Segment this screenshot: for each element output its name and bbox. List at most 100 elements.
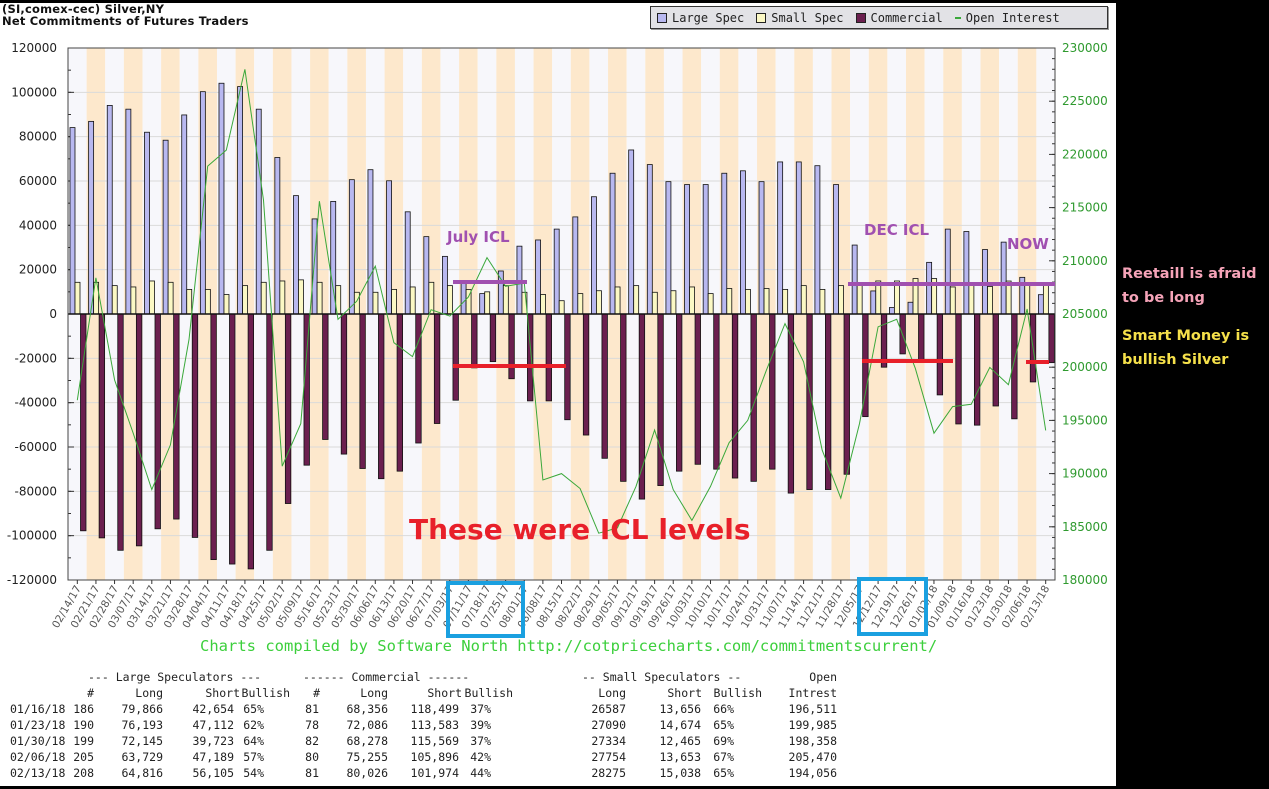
commercial-bar (657, 313, 664, 486)
small-spec-bar (74, 281, 81, 315)
right-axis-tick-label: 180000 (1062, 573, 1108, 587)
small-bullish: 66% (713, 702, 734, 716)
large-spec-bar (609, 172, 616, 315)
large-spec-bar (125, 108, 132, 315)
small-long: 27090 (591, 718, 626, 732)
now-label: NOW (1007, 235, 1049, 253)
small-spec-bar (447, 285, 453, 315)
large-spec-bar (777, 161, 784, 315)
col-header-comm-long: Long (360, 686, 388, 700)
small-spec-bar (763, 288, 770, 315)
open-interest-line (76, 69, 1047, 534)
commercial-bar (173, 313, 180, 520)
legend-label: Commercial (870, 10, 943, 25)
small-spec-bar (391, 288, 397, 315)
commercial-bar (210, 313, 217, 561)
smart-money-note-line1: Smart Money is (1122, 328, 1250, 344)
large-count: 186 (73, 702, 94, 716)
small-spec-bar (987, 286, 993, 315)
small-short: 15,038 (659, 766, 701, 780)
commercial-bar (676, 313, 683, 472)
large-count: 199 (73, 734, 94, 748)
left-axis-tick-label: -120000 (7, 573, 57, 587)
large-spec-bar (833, 184, 839, 315)
commercial-bar (359, 313, 366, 469)
large-short: 56,105 (192, 766, 234, 780)
large-spec-bar (814, 165, 821, 315)
large-bullish: 54% (243, 766, 264, 780)
small-spec-bar (577, 293, 584, 315)
commercial-bar (973, 313, 981, 426)
header-small-speculators: -- Small Speculators -- (582, 670, 742, 684)
right-axis-tick-label: 210000 (1062, 254, 1108, 268)
comm-count: 81 (305, 702, 319, 716)
small-bullish: 67% (713, 750, 734, 764)
left-axis-tick-label: -40000 (14, 396, 57, 410)
small-spec-bar (540, 294, 546, 315)
large-spec-bar (479, 293, 486, 315)
comm-long: 68,278 (346, 734, 388, 748)
small-spec-bar (260, 281, 267, 315)
open-interest: 196,511 (788, 702, 837, 716)
comm-bullish: 37% (470, 734, 491, 748)
col-header-small-short: Short (667, 686, 702, 700)
comm-count: 81 (305, 766, 319, 780)
comm-long: 68,356 (346, 702, 388, 716)
small-spec-bar (223, 294, 230, 315)
retail-note-line2: to be long (1122, 290, 1205, 306)
commercial-bar (918, 313, 925, 361)
large-count: 190 (73, 718, 94, 732)
col-header-comm-short: Short (427, 686, 462, 700)
commercial-bar (98, 313, 106, 539)
left-axis-tick-label: 120000 (11, 41, 57, 55)
large-spec-bar (1000, 241, 1007, 315)
large-spec-bar (591, 196, 597, 315)
large-spec-bar (199, 91, 206, 315)
large-spec-bar (386, 180, 392, 315)
large-spec-bar (740, 170, 746, 315)
large-spec-bar (907, 301, 914, 315)
large-spec-bar (1037, 294, 1044, 315)
right-axis-tick-label: 185000 (1062, 520, 1108, 534)
dec-icl-label: DEC ICL (864, 221, 930, 239)
commercial-bar (191, 313, 199, 538)
commercial-bar (266, 313, 273, 551)
small-long: 26587 (591, 702, 626, 716)
open-interest: 198,358 (788, 734, 837, 748)
legend-item-small-spec: Small Spec (756, 11, 844, 25)
commercial-swatch (855, 12, 866, 23)
retail-note-line1: Reetaill is afraid (1122, 266, 1257, 282)
commercial-bar (471, 313, 478, 369)
commercial-bar (806, 313, 813, 490)
large-spec-bar (88, 120, 95, 315)
right-axis-tick-label: 225000 (1062, 94, 1108, 108)
left-axis-tick-label: 40000 (19, 218, 57, 232)
footer-credit: Charts compiled by Software North http:/… (200, 637, 938, 655)
large-spec-bar (255, 108, 262, 315)
header-commercial: ------ Commercial ------ (303, 670, 470, 684)
small-long: 27334 (591, 734, 626, 748)
large-spec-bar (684, 184, 690, 315)
small-spec-bar (819, 288, 826, 315)
large-spec-bar (926, 261, 933, 315)
large-count: 205 (73, 750, 94, 764)
comm-short: 118,499 (410, 702, 459, 716)
large-long: 72,145 (121, 734, 163, 748)
commercial-bar (825, 313, 832, 490)
commercial-bar (340, 313, 348, 455)
large-spec-bar (442, 255, 448, 315)
large-spec-bar (535, 239, 541, 315)
commercial-bar (284, 313, 292, 504)
commercial-bar (322, 313, 329, 440)
legend-label: Large Spec (672, 10, 745, 25)
small-long: 28275 (591, 766, 626, 780)
large-spec-bar (162, 139, 169, 315)
icl-levels-label: These were ICL levels (409, 513, 751, 546)
commercial-bar (247, 313, 255, 570)
large-spec-bar (944, 228, 951, 315)
large-bullish: 65% (243, 702, 264, 716)
chart-title-market: (SI,comex-cec) Silver,NY (2, 2, 165, 16)
commercial-bar (117, 313, 124, 551)
left-axis-tick-label: -60000 (14, 440, 57, 454)
small-spec-bar (614, 286, 621, 315)
